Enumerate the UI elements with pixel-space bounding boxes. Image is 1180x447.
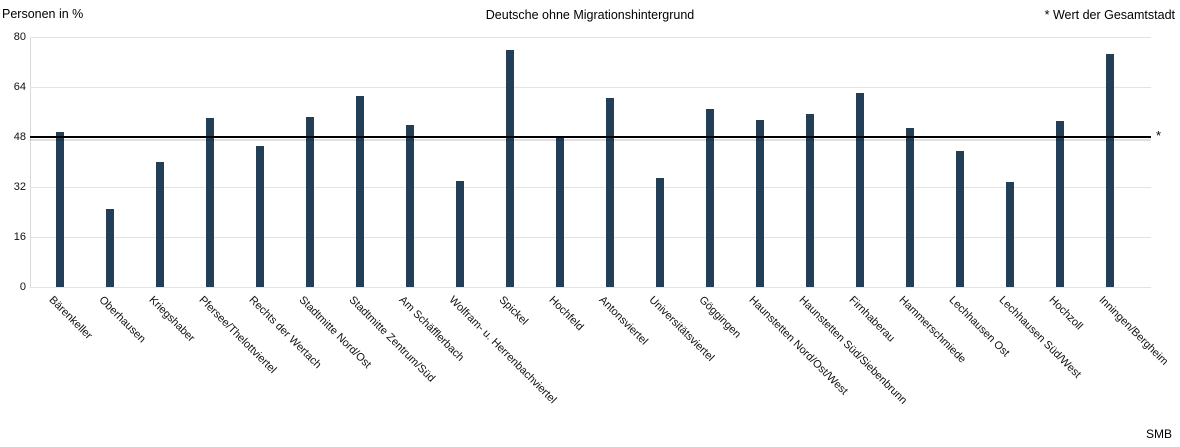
x-axis-category-label: Haunstetten Nord/Ost/West [746,294,850,398]
bar [256,146,264,287]
x-axis-category-label: Hochfeld [546,294,586,334]
bar [656,177,664,287]
bar [756,119,764,287]
legend-note: * Wert der Gesamtstadt [1044,8,1175,22]
y-axis-line [30,37,31,287]
gridline [30,186,1151,188]
bar [856,93,864,287]
bar [206,118,214,287]
gridline [30,86,1151,88]
y-axis-tick-label: 16 [13,231,26,243]
gridline [30,36,1151,38]
bar [1106,54,1114,287]
bar [606,97,614,287]
source-label: SMB [1145,427,1172,441]
bar [456,180,464,287]
bar [356,96,364,287]
x-axis-category-label: Lechhausen Süd/West [996,294,1084,381]
bar [906,127,914,287]
bar [56,132,64,287]
y-axis-tick-label: 48 [13,131,26,143]
x-axis-category-label: Göggingen [696,294,744,341]
x-axis-category-label: Antonsviertel [596,294,650,348]
x-axis-category-label: Stadtmitte Zentrum/Süd [346,294,438,385]
x-axis-category-label: Hochzoll [1046,294,1085,333]
bar [306,116,314,287]
chart-title: Deutsche ohne Migrationshintergrund [485,8,695,22]
y-axis-tick-label: 64 [13,81,26,93]
x-axis-category-label: Wolfram- u. Herrenbachviertel [446,294,559,407]
bar [506,49,514,287]
bar [556,137,564,287]
bar [1006,182,1014,287]
x-axis-category-label: Inningen/Bergheim [1096,294,1171,368]
bar [406,124,414,287]
x-axis-category-label: Firnhaberau [846,294,897,345]
reference-line [30,136,1151,138]
bar [956,151,964,287]
y-axis-title: Personen in % [2,7,84,21]
x-axis-category-label: Oberhausen [96,294,148,346]
bar [156,162,164,287]
x-axis-category-label: Spickel [496,294,531,328]
y-axis-tick-label: 0 [19,281,26,293]
x-axis-category-label: Bärenkeller [46,294,95,342]
x-axis-category-label: Haunstetten Süd/Siebenbrunn [796,294,910,407]
plot-area [30,36,1151,288]
x-axis-category-label: Kriegshaber [146,294,197,345]
bar [1056,121,1064,287]
y-axis-tick-label: 80 [13,31,26,43]
bar [806,113,814,287]
gridline [30,286,1151,288]
bar [106,208,114,287]
reference-line-marker: * [1156,128,1162,143]
gridline [30,236,1151,238]
bar [706,108,714,287]
y-axis-tick-label: 32 [13,181,26,193]
